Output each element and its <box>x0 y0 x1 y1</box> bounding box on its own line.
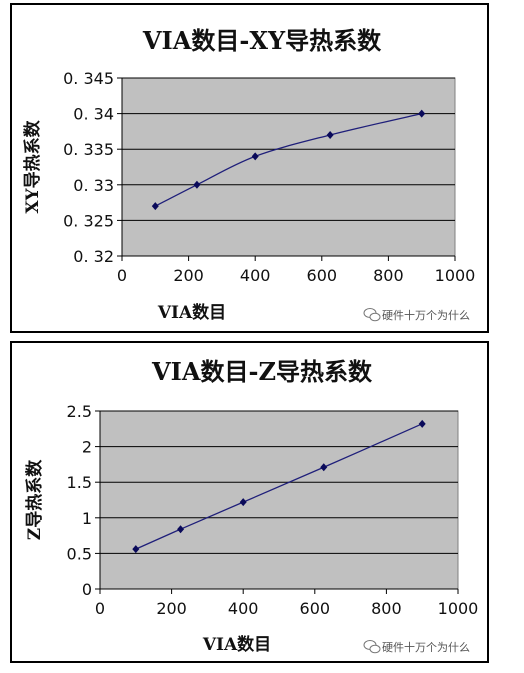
series-line <box>135 423 423 550</box>
y-tick-label: 1 <box>82 509 92 528</box>
wechat-icon <box>363 308 381 322</box>
y-axis-label: XY导热系数 <box>22 119 43 213</box>
chart-title: VIA数目-Z导热系数 <box>151 357 373 386</box>
y-tick-label: 0. 325 <box>63 211 114 230</box>
y-tick-label: 0. 34 <box>73 105 114 124</box>
x-tick-label: 200 <box>156 599 187 618</box>
chart-panel-z: VIA数目-Z导热系数 0 0.5 1 1.5 2 2.5 0 200 400 600 800 1000… <box>10 341 489 663</box>
x-tick-label: 600 <box>307 266 338 285</box>
x-tick-label: 200 <box>173 266 204 285</box>
data-point-marker <box>251 152 259 161</box>
plot-area <box>121 77 456 257</box>
y-tick-label: 0. 345 <box>63 69 114 88</box>
x-tick-label: 0 <box>117 266 127 285</box>
chart-title: VIA数目-XY导热系数 <box>142 26 382 55</box>
y-tick-label: 0.5 <box>67 544 92 563</box>
y-tick-label: 0 <box>82 580 92 599</box>
y-tick-label: 2.5 <box>67 402 92 421</box>
y-axis-label: Z导热系数 <box>24 459 45 540</box>
data-point-marker <box>418 419 426 428</box>
data-point-marker <box>418 109 426 118</box>
data-point-marker <box>193 180 201 189</box>
chart-z-svg: VIA数目-Z导热系数 0 0.5 1 1.5 2 2.5 0 200 400 600 800 1000… <box>24 357 479 655</box>
y-tick-label: 2 <box>82 438 92 457</box>
y-tick-label: 0. 335 <box>63 140 114 159</box>
data-point-marker <box>320 463 328 472</box>
x-tick-label: 0 <box>95 599 105 618</box>
watermark-text: 硬件十万个为什么 <box>382 308 470 322</box>
wechat-icon <box>363 640 381 654</box>
x-tick-label: 400 <box>240 266 271 285</box>
x-tick-label: 800 <box>371 599 402 618</box>
data-point-marker <box>151 202 159 211</box>
y-tick-label: 0. 33 <box>73 176 114 195</box>
chart-xy-svg: VIA数目-XY导热系数 0. 32 0. 325 0. 33 0. 335 0. 34 0… <box>22 26 476 323</box>
x-tick-label: 1000 <box>438 599 479 618</box>
y-tick-label: 1.5 <box>67 473 92 492</box>
data-point-marker <box>326 130 334 139</box>
x-tick-label: 600 <box>300 599 331 618</box>
plot-area <box>99 410 459 590</box>
chart-panel-xy: VIA数目-XY导热系数 0. 32 0. 325 0. 33 0. 335 0. 34 0… <box>10 3 489 333</box>
data-point-marker <box>132 545 140 554</box>
watermark-text: 硬件十万个为什么 <box>382 640 470 654</box>
x-axis-label: VIA数目 <box>202 634 271 655</box>
x-axis-label: VIA数目 <box>157 302 226 323</box>
data-point-marker <box>239 498 247 507</box>
data-point-marker <box>177 525 185 534</box>
x-tick-label: 400 <box>228 599 259 618</box>
x-tick-label: 1000 <box>435 266 476 285</box>
x-tick-label: 800 <box>373 266 404 285</box>
y-tick-label: 0. 32 <box>73 247 114 266</box>
